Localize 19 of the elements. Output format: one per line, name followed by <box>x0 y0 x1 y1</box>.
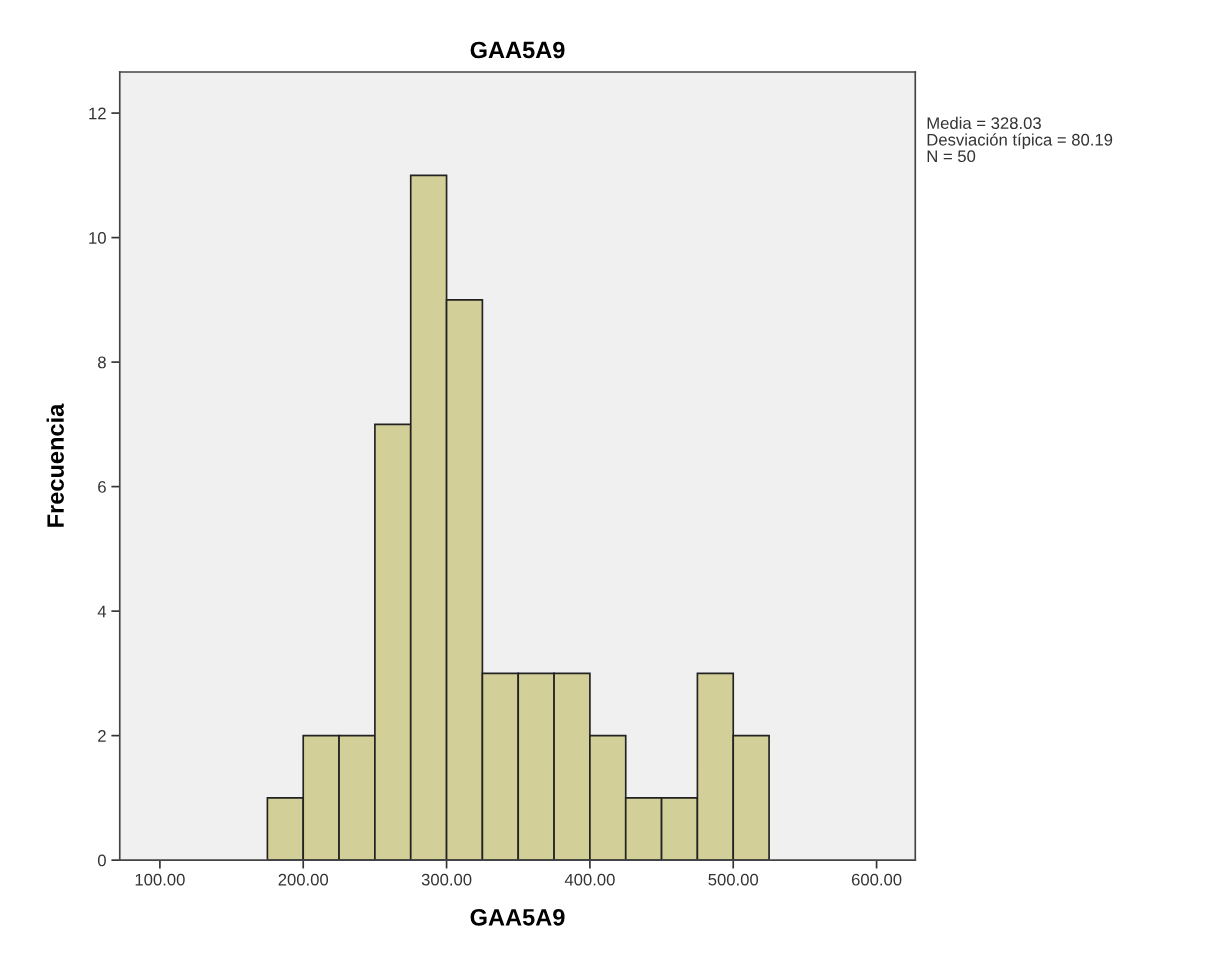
chart-title: GAA5A9 <box>470 41 565 59</box>
text: Desviación típica = 80.19 <box>927 133 1113 149</box>
x-tick-label: 600.00 <box>851 873 902 886</box>
x-axis-title: GAA5A9 <box>470 908 565 926</box>
y-tick-label: 12 <box>89 107 106 120</box>
text: N = 50 <box>927 150 976 163</box>
x-tick-label: 200.00 <box>278 873 329 886</box>
y-tick-label: 2 <box>98 730 106 742</box>
y-tick-label: 10 <box>89 232 106 244</box>
y-tick-label: 0 <box>97 854 106 867</box>
x-tick-label: 400.00 <box>564 873 615 886</box>
text: Media = 328.03 <box>927 116 1041 130</box>
y-tick-label: 6 <box>98 481 106 493</box>
y-tick-label: 4 <box>97 605 107 618</box>
y-tick-label: 8 <box>98 356 106 369</box>
y-axis-title: Frecuencia <box>46 403 64 527</box>
x-tick-label: 100.00 <box>135 873 185 886</box>
x-tick-label: 300.00 <box>421 873 472 886</box>
x-tick-label: 500.00 <box>708 873 759 886</box>
